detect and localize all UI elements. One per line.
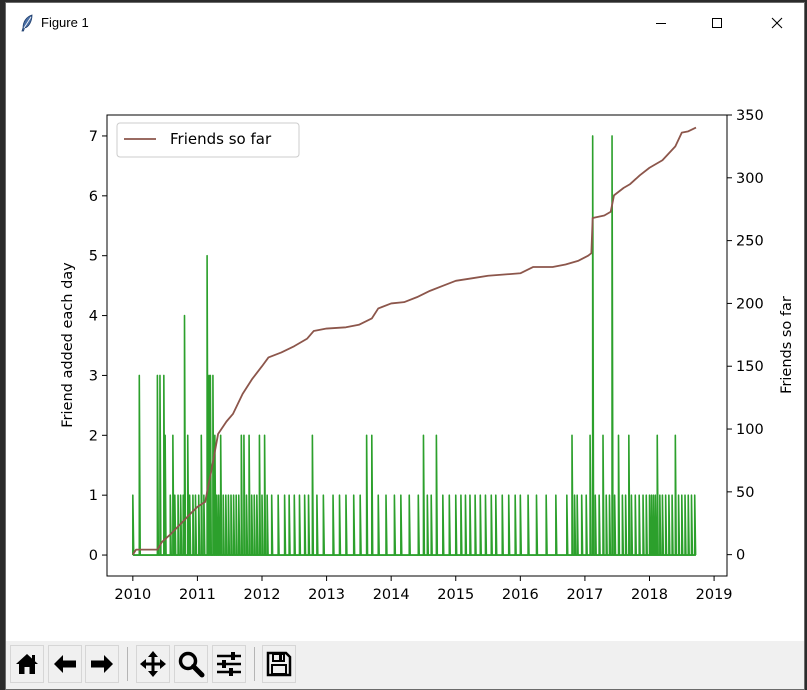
y2-axis-label: Friends so far (779, 296, 795, 394)
y-tick-label: 3 (89, 368, 98, 384)
x-tick-label: 2018 (631, 587, 668, 603)
daily-series (132, 135, 697, 556)
y2-tick-label: 150 (736, 359, 764, 375)
chart: 2010 2011 2012 2013 2014 2015 2016 2017 2018 2019… (60, 108, 795, 603)
y-tick-label: 1 (89, 488, 98, 504)
y2-tick-label: 50 (736, 485, 754, 501)
close-button[interactable] (754, 3, 800, 43)
arrow-left-icon (54, 655, 76, 673)
close-icon (771, 17, 783, 29)
home-icon (16, 654, 38, 674)
x-tick-label: 2016 (502, 587, 539, 603)
home-button[interactable] (10, 645, 44, 683)
floppy-disk-icon (266, 651, 292, 677)
x-axis: 2010 2011 2012 2013 2014 2015 2016 2017 2018 2019 (114, 576, 733, 603)
figure-canvas[interactable]: 2010 2011 2012 2013 2014 2015 2016 2017 2018 2019… (6, 43, 804, 641)
x-tick-label: 2010 (114, 587, 151, 603)
pan-button[interactable] (136, 645, 170, 683)
x-tick-label: 2011 (179, 587, 216, 603)
save-button[interactable] (262, 645, 296, 683)
zoom-button[interactable] (174, 645, 208, 683)
magnifier-icon (178, 651, 205, 678)
y-tick-label: 0 (89, 548, 98, 564)
toolbar-separator (127, 647, 128, 681)
x-tick-label: 2015 (437, 587, 474, 603)
back-button[interactable] (48, 645, 82, 683)
title-bar[interactable]: Figure 1 (6, 3, 804, 43)
figure-window: Figure 1 2010 2011 2012 2013 2014 2015 2016 201… (5, 2, 805, 690)
navigation-toolbar (6, 641, 804, 689)
minimize-button[interactable] (638, 3, 684, 43)
y-tick-label: 5 (89, 249, 98, 265)
y2-tick-label: 350 (736, 108, 764, 124)
sliders-icon (217, 652, 241, 676)
y2-tick-label: 300 (736, 171, 764, 187)
maximize-button[interactable] (694, 3, 740, 43)
x-tick-label: 2013 (308, 587, 345, 603)
cumulative-series-line (132, 126, 697, 556)
window-title: Figure 1 (41, 15, 89, 30)
forward-button[interactable] (85, 645, 119, 683)
x-tick-label: 2014 (373, 587, 410, 603)
y-axis-right: 0 50 100 150 200 250 300 350 (727, 108, 764, 564)
maximize-icon (712, 18, 722, 28)
arrow-right-icon (91, 655, 113, 673)
minimize-icon (656, 23, 666, 24)
cumulative-series (132, 126, 697, 556)
y-tick-label: 2 (89, 428, 98, 444)
legend: Friends so far (116, 122, 300, 158)
y2-tick-label: 0 (736, 548, 745, 564)
feather-icon (20, 14, 34, 32)
axes-frame (106, 114, 728, 577)
legend-box (116, 122, 300, 158)
y-tick-label: 6 (89, 189, 98, 205)
y-tick-label: 4 (89, 309, 98, 325)
y2-tick-label: 100 (736, 422, 764, 438)
y-axis-left: 0 1 2 3 4 5 6 7 (89, 129, 107, 564)
configure-button[interactable] (212, 645, 246, 683)
y-tick-label: 7 (89, 129, 98, 145)
y-axis-label: Friend added each day (60, 262, 76, 428)
legend-entry: Friends so far (170, 130, 272, 148)
toolbar-separator (254, 647, 255, 681)
move-icon (140, 651, 166, 677)
y2-tick-label: 200 (736, 296, 764, 312)
x-tick-label: 2019 (696, 587, 733, 603)
y2-tick-label: 250 (736, 234, 764, 250)
x-tick-label: 2017 (566, 587, 603, 603)
x-tick-label: 2012 (244, 587, 281, 603)
